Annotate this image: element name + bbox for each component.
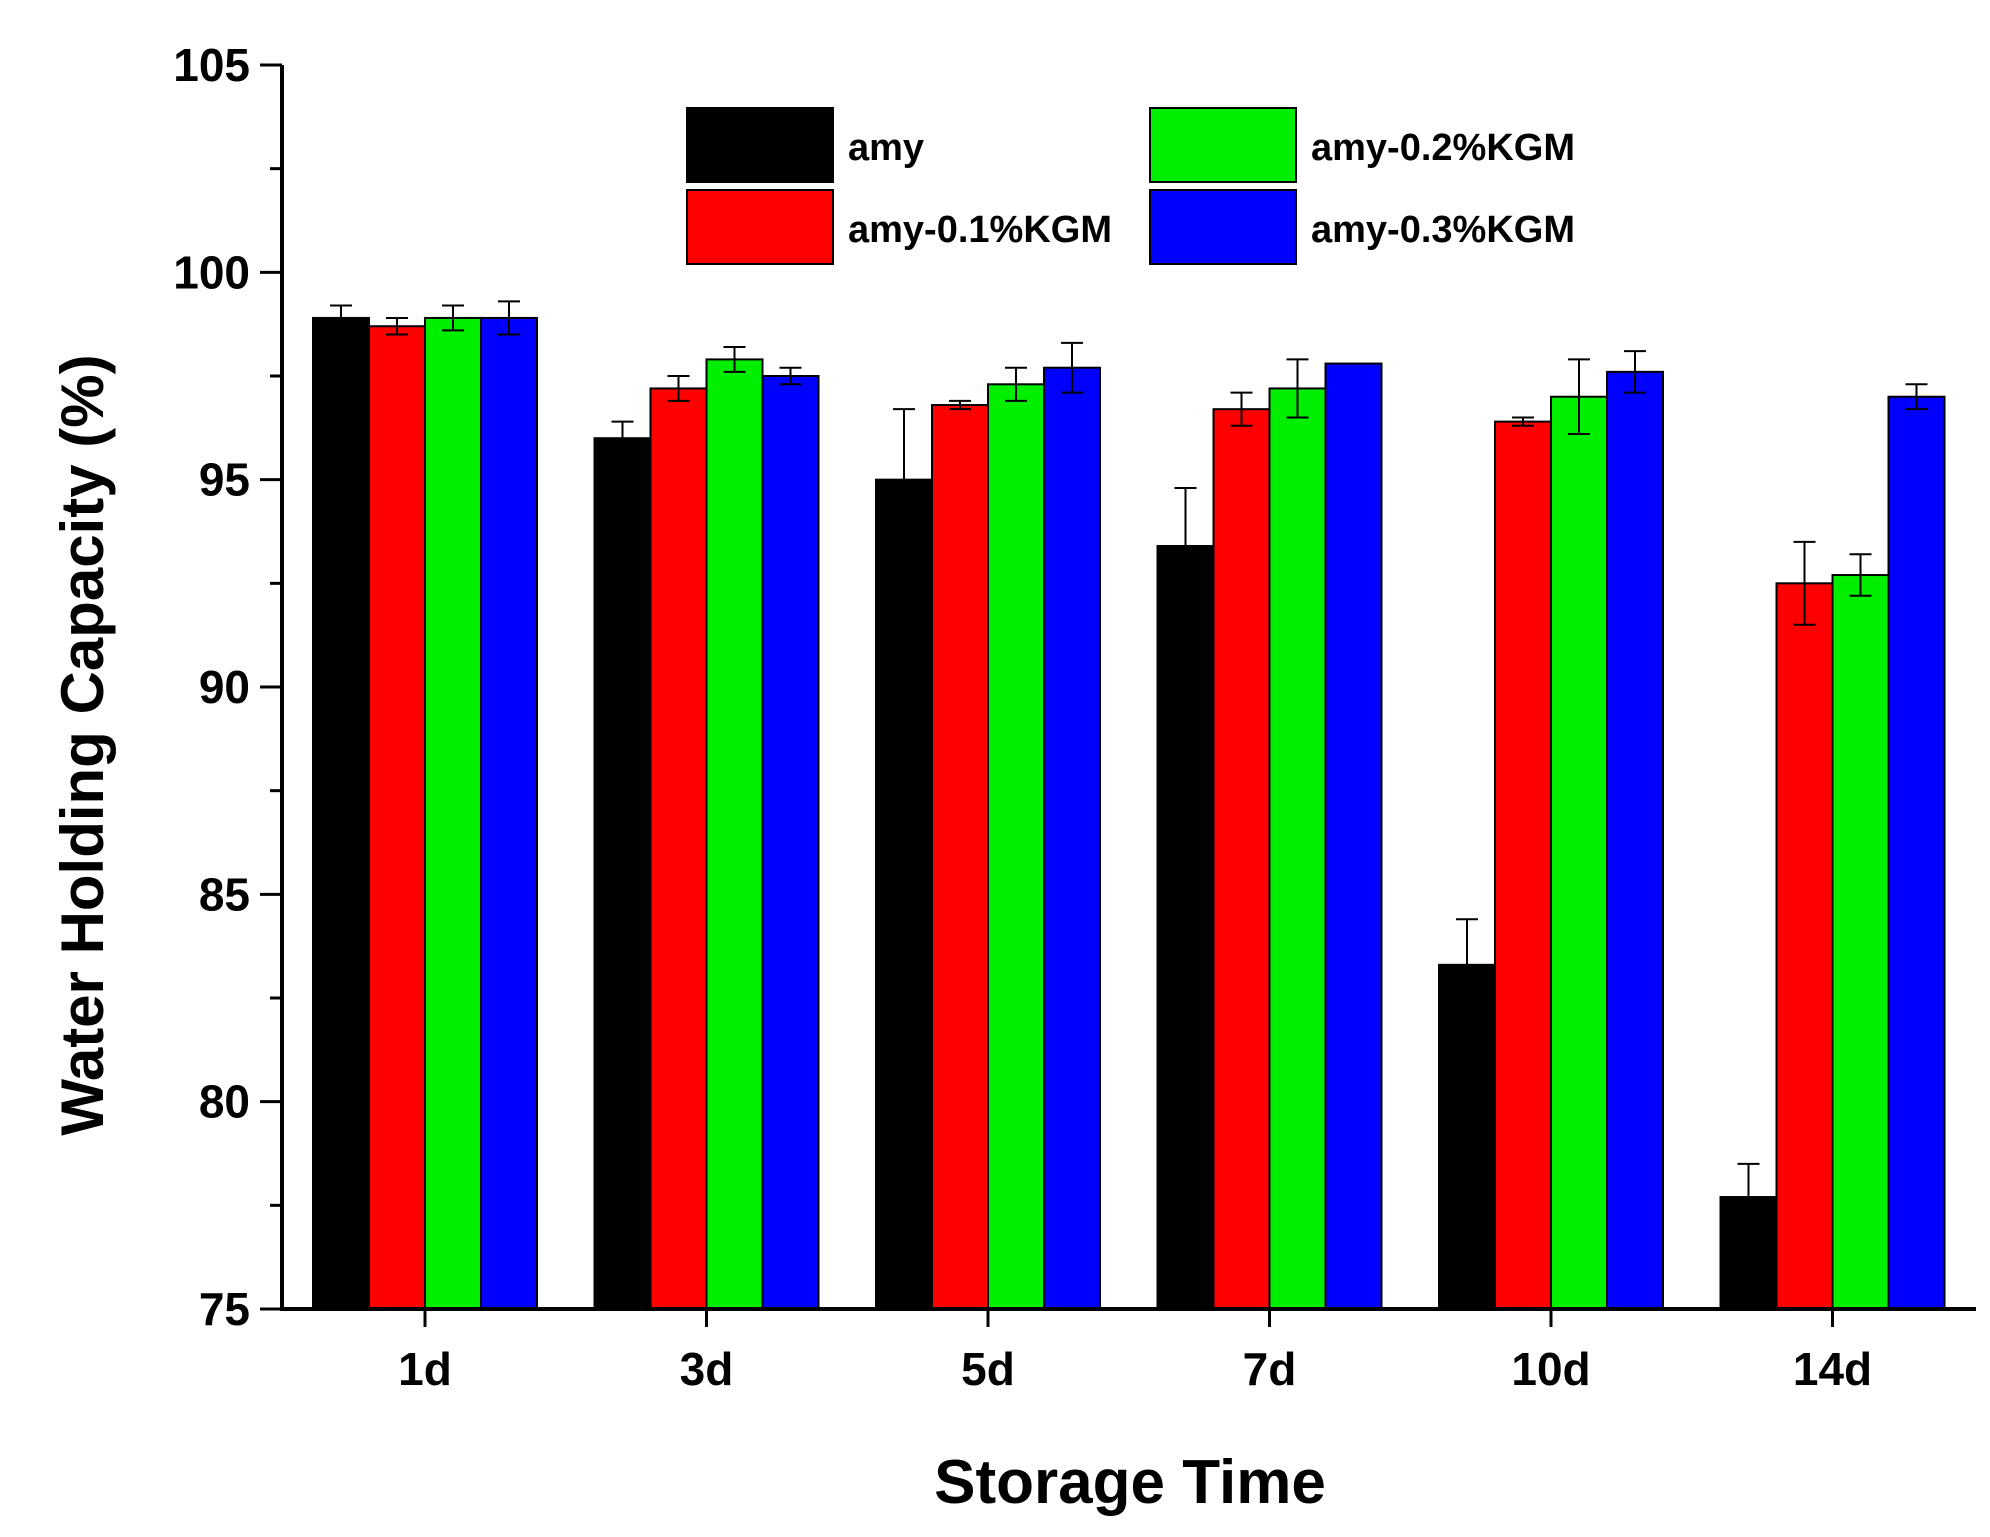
bar-14d-series-2 (1831, 574, 1890, 1310)
bar-3d-series-2 (705, 358, 764, 1310)
legend-label-series-3: amy-0.3%KGM (1311, 209, 1575, 251)
bar-1d-series-3 (480, 316, 538, 1310)
bar-10d-series-3 (1606, 370, 1664, 1310)
bar-5d-series-1 (931, 404, 989, 1310)
x-axis-label: Storage Time (934, 1448, 1326, 1517)
legend-label-series-2: amy-0.2%KGM (1311, 127, 1575, 169)
y-tick-label: 75 (199, 1283, 250, 1335)
error-bars-layer (330, 300, 1928, 1232)
legend-swatch-series-2 (1149, 107, 1297, 183)
bar-14d-series-3 (1887, 395, 1946, 1310)
bar-14d-series-1 (1775, 582, 1834, 1310)
legend-swatch-series-3 (1149, 189, 1297, 265)
bar-10d-series-2 (1550, 395, 1608, 1310)
x-tick-label: 14d (1793, 1343, 1872, 1395)
legend: amy amy-0.1%KGM amy-0.2%KGM amy-0.3%KGM (686, 107, 1575, 265)
bar-3d-series-1 (649, 387, 708, 1310)
x-tick-label: 7d (1243, 1343, 1297, 1395)
bar-7d-series-0 (1156, 545, 1215, 1310)
y-ticks-layer: 75 80 85 90 95 100 105 (173, 39, 282, 1335)
bar-7d-series-3 (1324, 362, 1383, 1310)
x-tick-label: 3d (680, 1343, 734, 1395)
bar-5d-series-0 (875, 478, 933, 1310)
legend-label-series-1: amy-0.1%KGM (848, 209, 1112, 251)
y-tick-label: 85 (199, 868, 250, 920)
bar-7d-series-1 (1212, 408, 1271, 1310)
bar-10d-series-0 (1438, 963, 1496, 1310)
legend-label-series-0: amy (848, 127, 924, 169)
bar-1d-series-2 (424, 316, 482, 1310)
bar-5d-series-2 (987, 383, 1045, 1310)
x-tick-label: 1d (398, 1343, 452, 1395)
y-tick-label: 95 (199, 454, 250, 506)
bar-3d-series-3 (761, 375, 820, 1310)
y-tick-label: 100 (173, 246, 250, 298)
legend-swatch-series-0 (686, 107, 834, 183)
bars-layer (312, 316, 1946, 1311)
bar-1d-series-0 (312, 316, 370, 1310)
bar-1d-series-1 (368, 325, 426, 1310)
y-tick-label: 90 (199, 661, 250, 713)
bar-7d-series-2 (1268, 387, 1327, 1310)
x-tick-label: 5d (961, 1343, 1015, 1395)
y-tick-label: 80 (199, 1076, 250, 1128)
bar-5d-series-3 (1043, 366, 1101, 1310)
x-tick-label: 10d (1511, 1343, 1590, 1395)
legend-swatch-series-1 (686, 189, 834, 265)
bar-3d-series-0 (593, 437, 652, 1310)
y-axis-label: Water Holding Capacity (%) (49, 354, 116, 1135)
bar-10d-series-1 (1494, 420, 1552, 1310)
y-tick-label: 105 (173, 39, 250, 91)
x-ticks-layer: 1d 3d 5d 7d 10d 14d (398, 1309, 1872, 1395)
